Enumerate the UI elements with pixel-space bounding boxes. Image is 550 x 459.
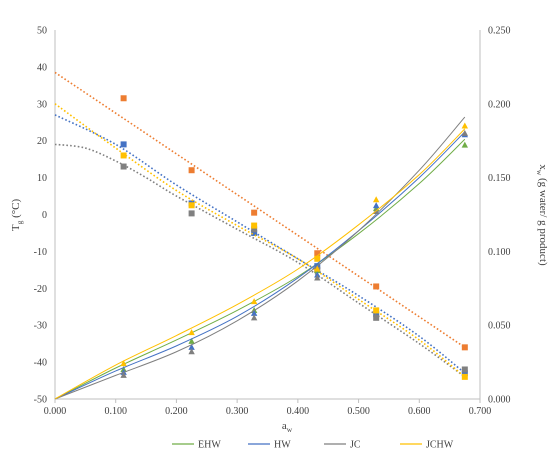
xw-point [314,265,321,272]
x-tick-label: 0.500 [347,406,370,417]
tg-point [461,370,468,377]
y-left-tick-label: 50 [37,26,47,37]
x-tick-label: 0.300 [226,406,249,417]
xw-point [188,329,195,336]
x-tick-label: 0.400 [287,406,310,417]
tg-point [461,366,468,373]
tg-point [461,373,468,380]
x-tick-label: 0.200 [165,406,188,417]
y-left-tick-label: 10 [37,173,47,184]
tick-layer: 0.000 0.100 0.200 0.300 0.400 0.500 0.600 0.700… [34,26,511,418]
tg-point [251,222,258,229]
y-left-tick-label: -50 [34,395,47,406]
xw-point [372,202,380,209]
tg-point [120,95,127,102]
x-axis-title: aw [282,420,293,434]
y-left-tick-label: 40 [37,62,47,73]
legend: EHW HW JC JCHW [172,440,454,451]
tg-fit-line-1 [54,114,466,374]
tg-point [373,307,380,314]
tg-fit-line-0 [54,71,466,349]
plot-frame [54,30,481,400]
x-tick-label: 0.100 [104,406,127,417]
tg-point [120,163,127,170]
tg-point [251,209,258,216]
xw-point [314,274,321,281]
y-right-tick-label: 0.050 [488,321,511,332]
series-layer [54,71,469,400]
xw-point [120,371,127,378]
left-axis-title: Tg (°C) [10,199,24,232]
tg-point [251,226,258,233]
tg-point [188,210,195,217]
y-left-tick-label: 30 [37,99,47,110]
xw-fit-line-0 [54,138,466,400]
y-right-tick-label: 0.000 [488,395,511,406]
legend-label: EHW [198,440,221,451]
tg-point [251,229,258,236]
xw-point [188,337,195,344]
x-tick-label: 0.700 [469,406,492,417]
xw-point [372,196,380,203]
tg-fit-line-2 [54,143,466,378]
xw-point [461,122,469,129]
y-left-tick-label: -20 [34,284,47,295]
legend-label: JC [350,440,361,451]
tg-point [120,141,127,148]
y-left-tick-label: -40 [34,358,47,369]
tg-point [461,344,468,351]
xw-point [188,348,195,355]
xw-point [461,129,469,136]
tg-fit-line-3 [54,103,466,378]
y-left-tick-label: -10 [34,247,47,258]
xw-point [461,141,469,148]
y-right-tick-label: 0.150 [488,173,511,184]
x-tick-label: 0.600 [408,406,431,417]
legend-label: JCHW [426,440,454,451]
y-right-tick-label: 0.200 [488,99,511,110]
y-left-tick-label: 0 [42,210,47,221]
tg-point [314,250,321,257]
tg-point [188,167,195,174]
tg-point [314,255,321,262]
xw-point [188,343,195,350]
xw-fit-line-1 [54,131,466,400]
xw-point [120,360,127,367]
y-right-tick-label: 0.100 [488,247,511,258]
right-axis-title: xw (g water/ g product) [535,164,549,266]
tg-point [188,202,195,209]
xw-point [250,314,258,321]
y-left-tick-label: -30 [34,321,47,332]
tg-point [373,283,380,290]
y-right-tick-label: 0.250 [488,26,511,37]
xw-fit-line-2 [54,116,466,400]
xw-point [250,298,258,305]
y-left-tick-label: 20 [37,136,47,147]
xw-point [250,309,258,316]
xw-fit-line-3 [54,128,466,400]
tg-point [120,152,127,159]
x-tick-label: 0.000 [44,406,67,417]
tg-point [373,314,380,321]
legend-label: HW [274,440,291,451]
